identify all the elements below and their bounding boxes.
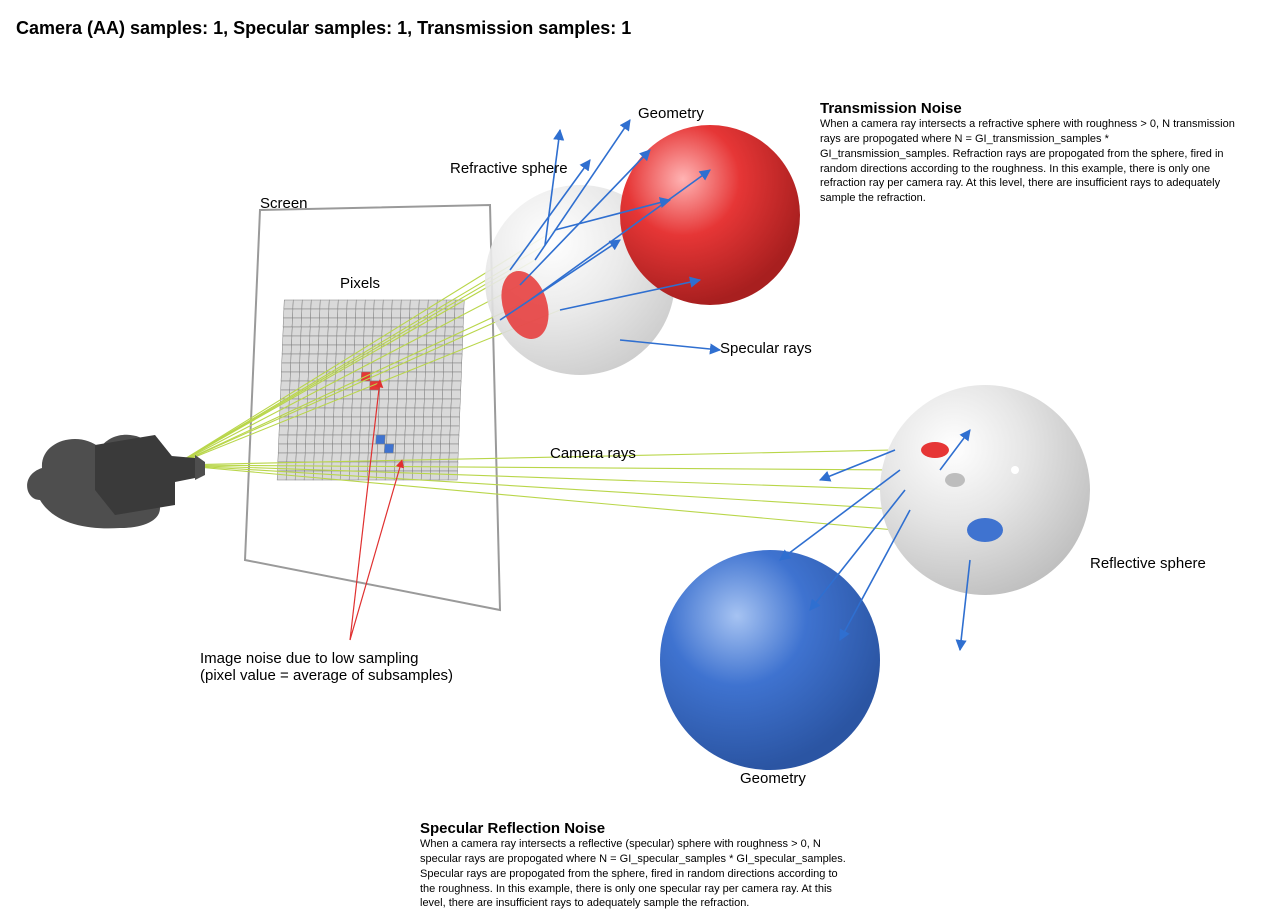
reflection-grey-spot	[945, 473, 965, 487]
reflection-highlight	[1011, 466, 1019, 474]
camera-icon	[27, 435, 205, 529]
label-reflective-sphere: Reflective sphere	[1090, 555, 1206, 572]
label-specular-rays: Specular rays	[720, 340, 812, 357]
label-geometry-bottom: Geometry	[740, 770, 806, 787]
specular-noise-block: Specular Reflection Noise When a camera …	[420, 820, 850, 911]
transmission-noise-block: Transmission Noise When a camera ray int…	[820, 100, 1240, 206]
pixel-grid	[277, 300, 464, 480]
label-geometry-top: Geometry	[638, 105, 704, 122]
label-camera-rays: Camera rays	[550, 445, 636, 462]
specular-noise-title: Specular Reflection Noise	[420, 820, 850, 837]
label-screen: Screen	[260, 195, 308, 212]
label-image-noise-l1: Image noise due to low sampling	[200, 650, 453, 667]
transmission-noise-body: When a camera ray intersects a refractiv…	[820, 117, 1240, 206]
reflective-sphere	[880, 385, 1090, 595]
reflection-blue-spot	[967, 518, 1003, 542]
label-refractive-sphere: Refractive sphere	[450, 160, 568, 177]
reflection-red-spot	[921, 442, 949, 458]
geometry-sphere-blue	[660, 550, 880, 770]
label-image-noise-l2: (pixel value = average of subsamples)	[200, 667, 453, 684]
transmission-noise-title: Transmission Noise	[820, 100, 1240, 117]
specular-noise-body: When a camera ray intersects a reflectiv…	[420, 837, 850, 911]
label-image-noise: Image noise due to low sampling (pixel v…	[200, 650, 453, 684]
label-pixels: Pixels	[340, 275, 380, 292]
